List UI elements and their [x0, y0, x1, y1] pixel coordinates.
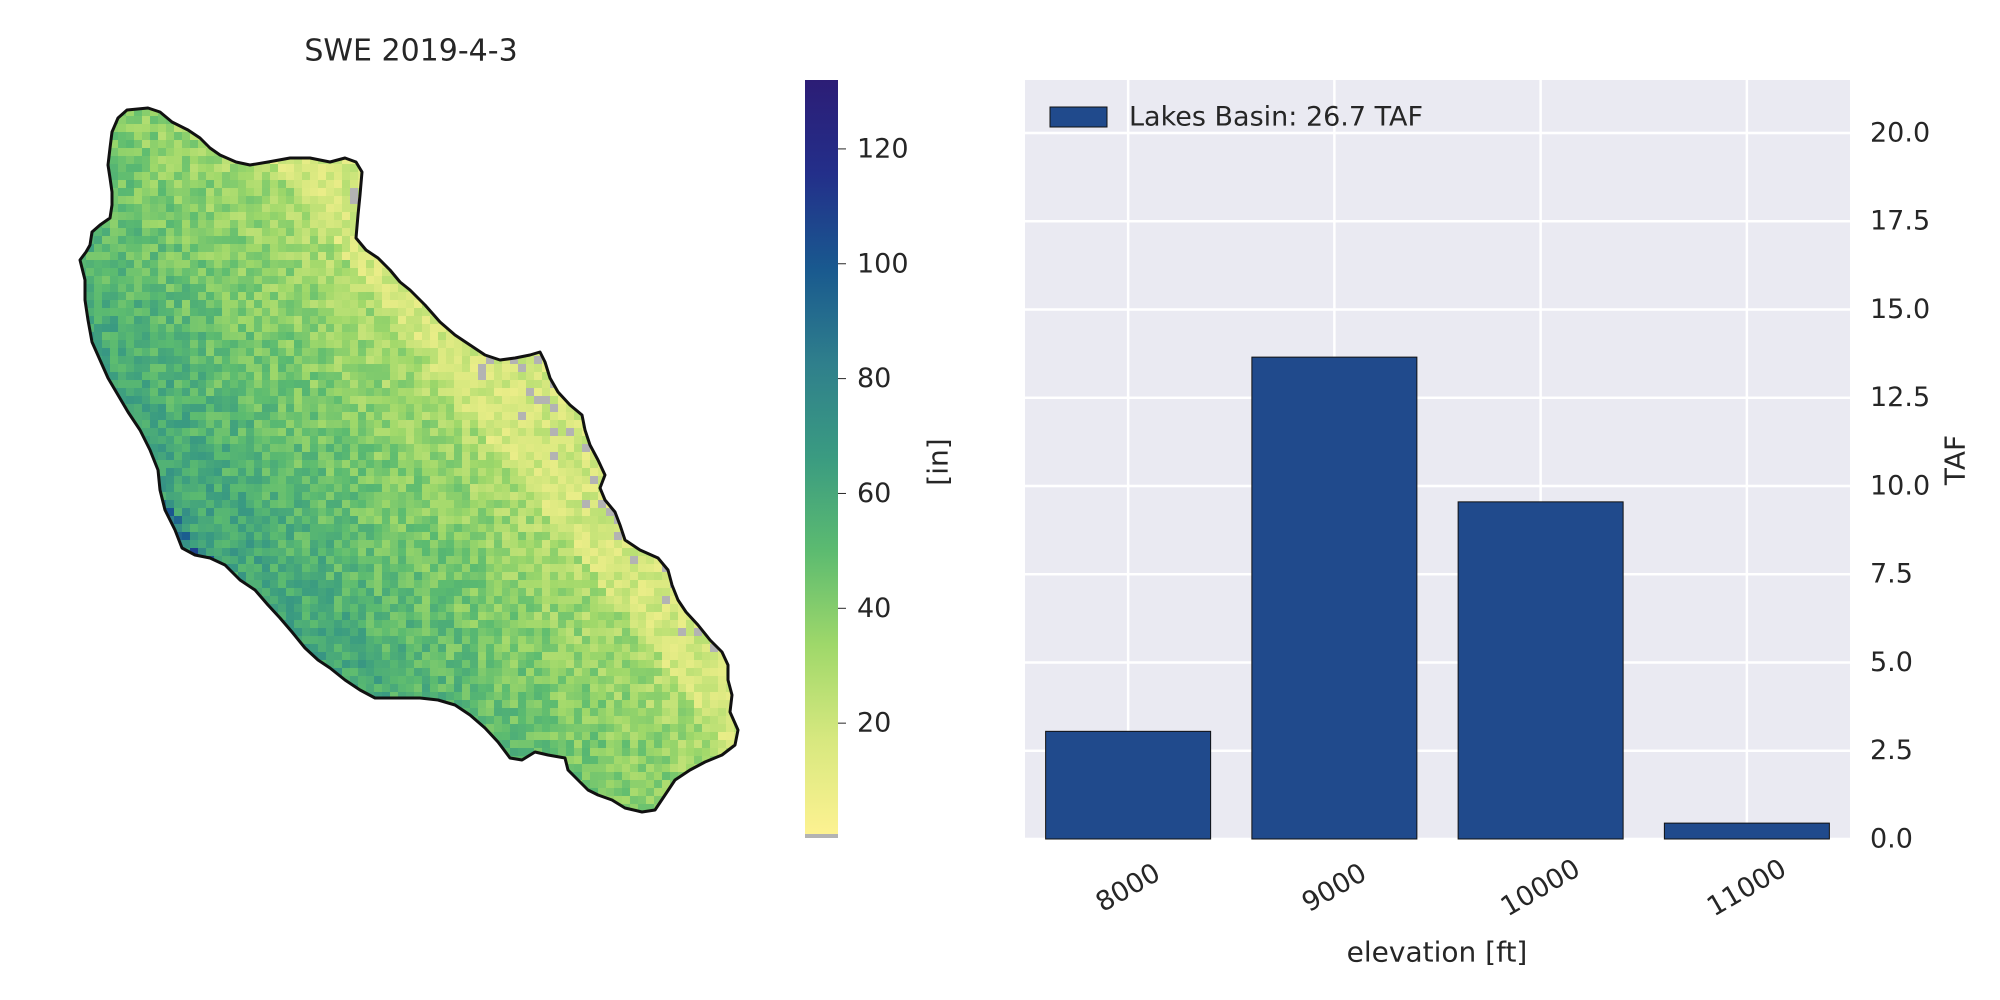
- colorbar: 20 40 60 80 100 120 [in]: [805, 80, 955, 838]
- y-tick-label: 2.5: [1870, 735, 1913, 766]
- colorbar-tick-label: 40: [857, 593, 891, 624]
- bar-chart: 0.0 2.5 5.0 7.5 10.0 12.5 15.0 17.5 20.0 8000 900…: [1025, 80, 1972, 969]
- map-title: SWE 2019-4-3: [304, 34, 517, 69]
- legend-swatch: [1049, 106, 1108, 128]
- bar: [1045, 730, 1212, 840]
- swe-map: [78, 106, 740, 814]
- swe-raster: [80, 108, 738, 812]
- x-axis-label: elevation [ft]: [1347, 936, 1528, 969]
- y-tick-label: 12.5: [1870, 382, 1930, 413]
- x-tick-label: 10000: [1496, 853, 1586, 923]
- x-tick-label: 8000: [1091, 857, 1166, 918]
- bar: [1663, 822, 1830, 840]
- y-tick-label: 7.5: [1870, 559, 1913, 590]
- legend: Lakes Basin: 26.7 TAF: [1049, 102, 1423, 133]
- colorbar-tick-label: 120: [857, 133, 909, 164]
- plot-area: [1025, 80, 1850, 839]
- bar: [1251, 356, 1418, 840]
- colorbar-tick-label: 100: [857, 248, 909, 279]
- basin-outline: [78, 106, 740, 814]
- y-tick-label: 15.0: [1870, 294, 1930, 325]
- colorbar-tick-label: 60: [857, 478, 891, 509]
- x-axis: 8000 9000 10000 11000: [1091, 853, 1792, 923]
- colorbar-nodata-swatch: [805, 834, 838, 838]
- y-tick-label: 0.0: [1870, 824, 1913, 855]
- y-tick-label: 10.0: [1870, 470, 1930, 501]
- y-axis: 0.0 2.5 5.0 7.5 10.0 12.5 15.0 17.5 20.0: [1870, 117, 1930, 854]
- y-axis-label: TAF: [1939, 435, 1972, 486]
- colorbar-gradient: [805, 80, 838, 834]
- colorbar-tick-label: 20: [857, 708, 891, 739]
- x-tick-label: 9000: [1297, 857, 1372, 918]
- colorbar-label: [in]: [922, 438, 955, 485]
- bars: [1045, 356, 1830, 840]
- legend-label: Lakes Basin: 26.7 TAF: [1129, 102, 1423, 133]
- y-tick-label: 17.5: [1870, 206, 1930, 237]
- x-tick-label: 11000: [1702, 853, 1792, 923]
- y-tick-label: 5.0: [1870, 647, 1913, 678]
- bar: [1457, 501, 1624, 840]
- y-tick-label: 20.0: [1870, 117, 1930, 148]
- colorbar-tick-label: 80: [857, 363, 891, 394]
